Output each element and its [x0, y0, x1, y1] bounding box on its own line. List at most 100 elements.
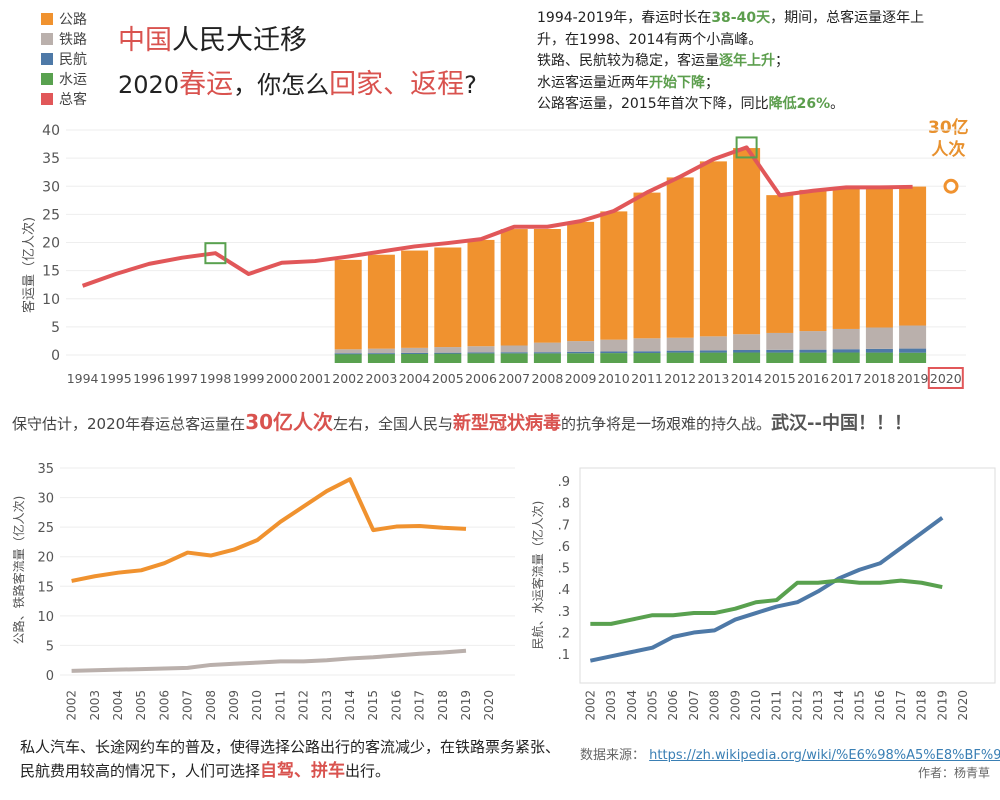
bar-segment-公路 [401, 250, 429, 348]
summary-line-2: 升，在1998、2014有两个小高峰。 [537, 31, 763, 48]
title-chunyun: 春运 [179, 69, 234, 100]
forecast-point-2020 [943, 178, 959, 194]
main-x-tick-label: 2002 [332, 371, 364, 386]
air-water-y-tick-label: .4 [558, 583, 570, 598]
bar-segment-民航 [500, 352, 528, 354]
bar-segment-民航 [467, 352, 495, 354]
bar-segment-公路 [500, 229, 528, 346]
road-rail-x-tick-label: 2017 [413, 690, 427, 721]
bottom-note: 私人汽车、长途网约车的普及，使得选择公路出行的客流减少，在铁路票务紧张、民航费用… [20, 738, 561, 781]
main-y-tick-label: 40 [42, 123, 60, 139]
road-rail-x-tick-label: 2007 [181, 690, 195, 721]
main-x-tick-label: 1995 [100, 371, 132, 386]
bar-segment-民航 [567, 351, 595, 354]
main-y-tick-label: 35 [42, 151, 60, 167]
main-x-tick-label: 1998 [199, 371, 231, 386]
road-rail-x-tick-label: 2020 [482, 690, 496, 721]
legend-item-water[interactable]: 水运 [41, 69, 87, 88]
legend-item-total[interactable]: 总客 [41, 89, 87, 108]
bar-segment-水运 [334, 353, 362, 363]
air-water-chart-x-ticks: 2002 2003 2004 2005 2006 2007 2008 2009 2010 2011… [583, 690, 970, 721]
road-rail-x-tick-label: 2003 [88, 690, 102, 721]
main-chart: 0 5 10 15 20 25 30 35 40 1994 1995 1996 1997 1998 199… [21, 123, 966, 389]
title-question-a: ，你怎么 [233, 71, 330, 99]
main-x-tick-label: 2012 [664, 371, 696, 386]
main-x-tick-label: 1994 [67, 371, 99, 386]
highlight-box-1998 [204, 242, 227, 265]
bar-segment-公路 [766, 195, 794, 333]
bar-segment-铁路 [533, 342, 561, 353]
air-water-x-tick-label: 2009 [728, 690, 742, 721]
air-water-x-tick-label: 2017 [894, 690, 908, 721]
air-water-x-tick-label: 2006 [666, 690, 680, 721]
road-rail-x-tick-label: 2009 [227, 690, 241, 721]
main-x-tick-label: 2007 [498, 371, 530, 386]
source-label: 数据来源： [580, 748, 646, 763]
legend-item-rail[interactable]: 铁路 [41, 29, 87, 48]
title-homecoming: 回家、返程 [329, 69, 465, 100]
main-y-tick-label: 5 [51, 320, 60, 336]
bar-segment-民航 [666, 350, 694, 353]
road-rail-x-tick-label: 2015 [366, 690, 380, 721]
main-x-tick-label: 2000 [266, 371, 298, 386]
bar-segment-水运 [434, 353, 462, 363]
air-water-y-tick-label: .5 [558, 562, 570, 577]
series-line-民航 [589, 516, 944, 663]
main-chart-y-label: 客运量（亿人次) [21, 217, 37, 313]
bar-segment-铁路 [899, 325, 927, 349]
legend-item-air[interactable]: 民航 [41, 49, 87, 68]
bar-segment-铁路 [699, 336, 727, 351]
road-rail-chart-lines [71, 477, 467, 673]
bar-segment-民航 [832, 349, 860, 353]
main-x-tick-label: 2013 [697, 371, 729, 386]
air-water-y-tick-label: .8 [558, 497, 570, 512]
summary-text: 1994-2019年，春运时长在38-40天，期间，总客运量逐年上 升，在199… [537, 8, 977, 116]
bar-segment-公路 [467, 239, 495, 347]
road-rail-x-tick-label: 2010 [250, 690, 264, 721]
main-x-tick-label: 2006 [465, 371, 497, 386]
main-chart-annotations [204, 136, 964, 389]
legend-item-road[interactable]: 公路 [41, 9, 87, 28]
road-rail-x-tick-label: 2002 [65, 690, 79, 721]
main-x-tick-label: 2003 [365, 371, 397, 386]
bar-segment-水运 [832, 352, 860, 363]
air-water-x-tick-label: 2018 [915, 690, 929, 721]
road-rail-chart-x-ticks: 2002 2003 2004 2005 2006 2007 2008 2009 2010 2011… [65, 690, 497, 721]
bar-segment-公路 [533, 229, 561, 343]
annotation-2020-line2: 人次 [931, 140, 966, 160]
highlight-box-2014 [735, 136, 758, 159]
summary-line-4: 水运客运量近两年开始下降； [537, 74, 719, 91]
air-water-x-tick-label: 2003 [604, 690, 618, 721]
title-question-mark: ? [464, 71, 477, 99]
bar-segment-水运 [699, 352, 727, 363]
legend-label-air: 民航 [59, 51, 87, 68]
bar-segment-水运 [899, 352, 927, 363]
bar-segment-水运 [500, 353, 528, 363]
bar-segment-公路 [865, 187, 893, 328]
title-china: 中国 [118, 25, 172, 56]
bar-segment-铁路 [567, 341, 595, 352]
bar-segment-水运 [766, 352, 794, 363]
main-x-tick-label: 2019 [897, 371, 929, 386]
bar-segment-公路 [899, 186, 927, 326]
bar-segment-水运 [633, 353, 661, 363]
road-rail-y-tick-label: 20 [37, 551, 54, 566]
main-y-tick-label: 25 [42, 207, 60, 223]
source-link[interactable]: https://zh.wikipedia.org/wiki/%E6%98%A5%… [649, 748, 1000, 763]
road-rail-x-tick-label: 2006 [157, 690, 171, 721]
page-title-line2: 2020春运，你怎么回家、返程? [118, 62, 477, 101]
bar-segment-水运 [666, 352, 694, 363]
bar-segment-铁路 [733, 334, 761, 350]
air-water-x-tick-label: 2011 [770, 690, 784, 721]
main-x-tick-label: 2020 [930, 371, 962, 386]
bar-segment-民航 [600, 351, 628, 354]
main-x-tick-label: 2001 [299, 371, 331, 386]
bar-segment-铁路 [633, 338, 661, 352]
road-rail-y-tick-label: 25 [37, 521, 54, 536]
bar-segment-水运 [467, 353, 495, 363]
bar-segment-水运 [799, 352, 827, 363]
bar-segment-铁路 [367, 348, 395, 354]
main-x-tick-label: 2017 [830, 371, 862, 386]
legend-swatch-water [41, 72, 53, 85]
bar-segment-铁路 [799, 331, 827, 350]
